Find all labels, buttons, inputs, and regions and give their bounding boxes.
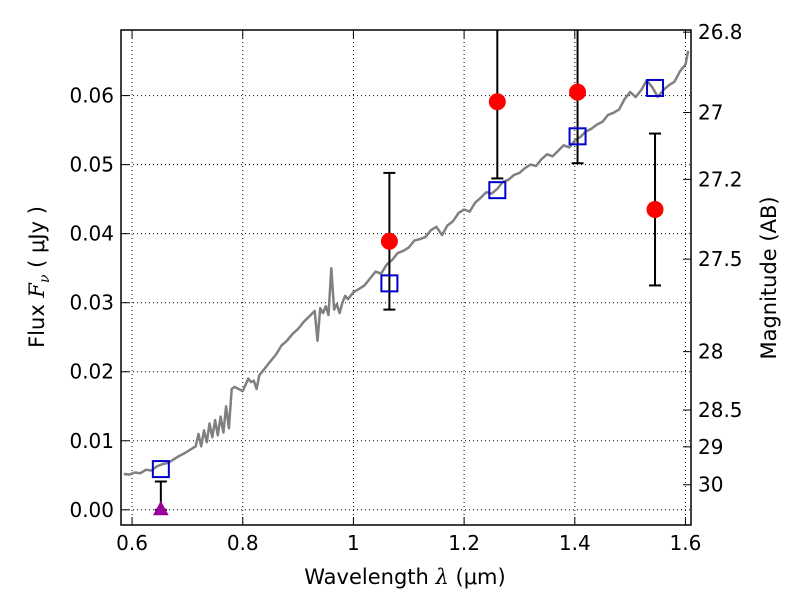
y-tick-label-2: 0.02 [69,360,114,384]
y2-tick-label-7: 30 [698,473,723,497]
y2-tick-label-3: 27.5 [698,247,743,271]
observed-point-1 [488,93,506,111]
y-tick-label-0: 0.00 [69,498,114,522]
model-spectrum-line [123,50,690,476]
model-point-0 [151,460,170,479]
y-tick-label-6: 0.06 [69,84,114,108]
x-axis-title: Wavelength λ (μm) [304,565,505,589]
x-tick-label-0: 0.6 [116,531,148,555]
x-tick-label-4: 1.4 [559,531,591,555]
plot-area [123,30,690,516]
x-tick-label-1: 0.8 [227,531,259,555]
x-tick-label-5: 1.6 [670,531,702,555]
y-tick-label-4: 0.04 [69,222,114,246]
axes: 0.6 0.8 1 1.2 1.4 1.6 0.00 0.01 0.02 0.03 0.04 0.05… [69,20,742,555]
y-tick-label-3: 0.03 [69,291,114,315]
model-point-3 [568,127,587,146]
observed-point-0 [380,232,398,250]
y2-tick-label-1: 27 [698,101,723,125]
grid-lines [121,30,691,525]
model-point-4 [646,78,665,97]
x-tick-label-2: 1 [347,531,360,555]
upper-limit-marker-0 [153,500,169,516]
y2-tick-label-0: 26.8 [698,20,743,44]
observed-point-3 [646,200,664,218]
y-axis-title: Flux Fν ( μJy ) [25,206,53,348]
y2-tick-label-6: 29 [698,435,723,459]
model-point-2 [488,181,507,200]
y2-tick-label-4: 28 [698,340,723,364]
y2-axis-title: Magnitude (AB) [757,196,781,359]
y2-tick-label-2: 27.2 [698,167,743,191]
observed-point-2 [569,83,587,101]
y-tick-label-1: 0.01 [69,429,114,453]
y2-tick-label-5: 28.5 [698,398,743,422]
y-tick-label-5: 0.05 [69,153,114,177]
x-tick-label-3: 1.2 [448,531,480,555]
plot-frame [120,29,692,526]
model-point-1 [380,274,399,293]
